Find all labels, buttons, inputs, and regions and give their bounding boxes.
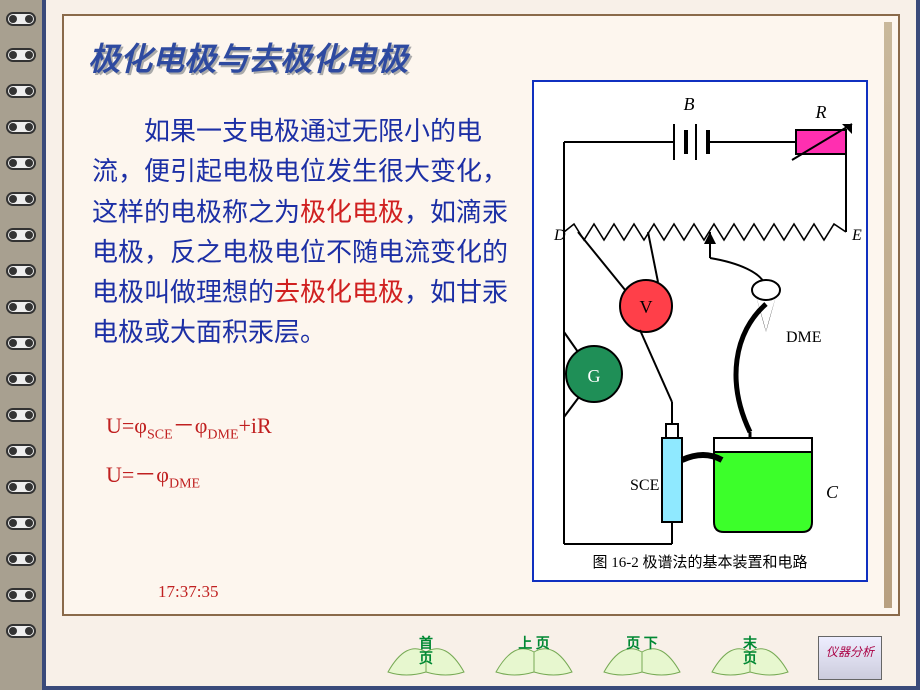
formula-block: U=φSCE－φDME+iR U=－φDME xyxy=(106,402,272,500)
notebook-spiral xyxy=(0,0,42,690)
body-paragraph: 如果一支电极通过无限小的电流，便引起电极电位发生很大变化，这样的电极称之为极化电… xyxy=(92,112,532,354)
label-b: B xyxy=(684,94,695,114)
circuit-svg: B R D E xyxy=(534,82,870,562)
sce-icon xyxy=(662,438,682,522)
label-r: R xyxy=(815,102,827,122)
label-c: C xyxy=(826,482,839,502)
equation-2: U=－φDME xyxy=(106,451,272,500)
slide-inner: 极化电极与去极化电极 如果一支电极通过无限小的电流，便引起电极电位发生很大变化，… xyxy=(62,14,900,616)
timestamp-label: 17:37:35 xyxy=(158,582,218,602)
nav-next-button[interactable]: 页 下 xyxy=(602,632,682,680)
label-sce: SCE xyxy=(630,477,659,494)
highlight-1: 极化电极 xyxy=(300,198,404,227)
nav-first-button[interactable]: 首 页 xyxy=(386,632,466,680)
label-g: G xyxy=(588,366,601,386)
highlight-2: 去极化电极 xyxy=(274,278,404,307)
figure-caption: 图 16-2 极谱法的基本装置和电路 xyxy=(534,551,866,572)
slide-page: 极化电极与去极化电极 如果一支电极通过无限小的电流，便引起电极电位发生很大变化，… xyxy=(42,0,920,690)
label-v: V xyxy=(640,297,653,317)
nav-tool-button[interactable]: 仪器分析 xyxy=(818,636,882,680)
label-dme: DME xyxy=(786,329,822,346)
label-e: E xyxy=(851,227,862,244)
slide-title: 极化电极与去极化电极 xyxy=(88,34,408,80)
equation-1: U=φSCE－φDME+iR xyxy=(106,402,272,451)
circuit-figure: B R D E xyxy=(532,80,868,582)
nav-bar: 首 页 上 页 页 下 末 页 仪器分析 xyxy=(386,632,882,680)
nav-last-button[interactable]: 末 页 xyxy=(710,632,790,680)
nav-prev-button[interactable]: 上 页 xyxy=(494,632,574,680)
